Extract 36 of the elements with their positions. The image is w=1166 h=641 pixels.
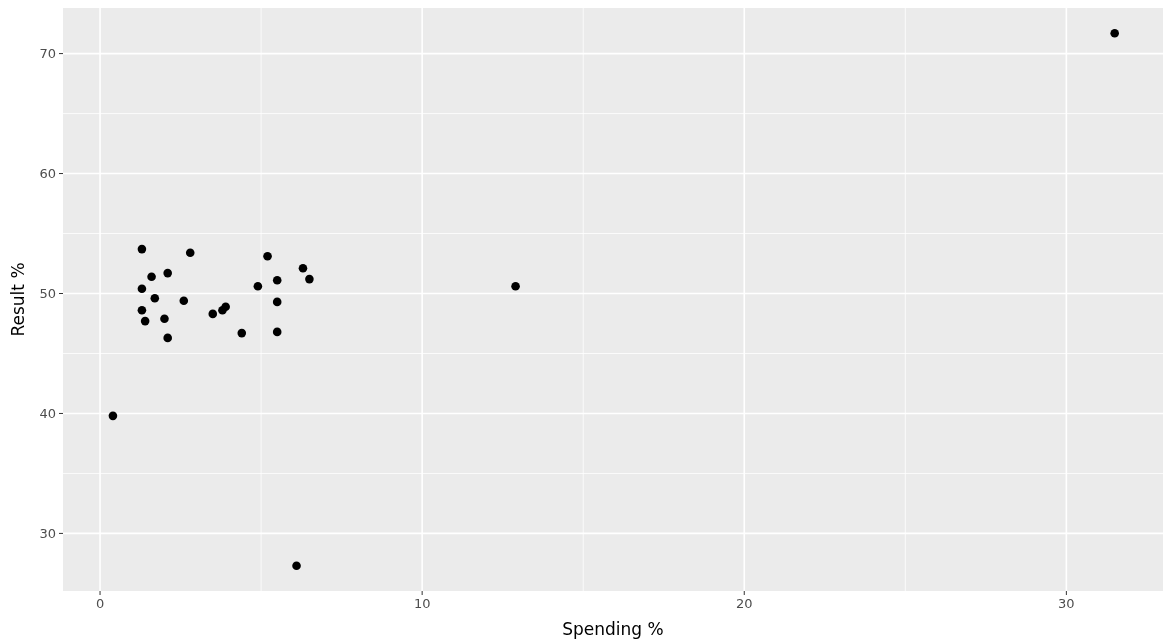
- point: [1110, 28, 1119, 38]
- point: [305, 274, 314, 284]
- point: [150, 294, 160, 303]
- y-tick-label: 40: [39, 406, 56, 422]
- point: [511, 282, 520, 291]
- point: [147, 272, 156, 282]
- point: [140, 316, 150, 326]
- x-tick-label: 0: [95, 596, 105, 611]
- point: [163, 268, 172, 278]
- x-tick-label: 10: [413, 596, 431, 611]
- y-tick-label: 70: [39, 46, 56, 62]
- y-tick-label: 60: [39, 166, 56, 182]
- x-axis-title: Spending %: [562, 619, 664, 639]
- point: [263, 252, 272, 261]
- x-tick-label: 30: [1058, 596, 1075, 611]
- point: [208, 309, 218, 319]
- point: [137, 306, 147, 315]
- point: [218, 306, 227, 315]
- point: [163, 333, 172, 343]
- point: [253, 282, 263, 291]
- point: [185, 248, 195, 258]
- point: [272, 297, 282, 307]
- point: [179, 296, 189, 305]
- y-tick-label: 50: [39, 286, 56, 302]
- y-axis-title: Result %: [8, 262, 28, 337]
- point: [237, 328, 247, 338]
- point: [298, 264, 308, 273]
- point: [272, 276, 282, 285]
- y-tick-label: 30: [39, 525, 56, 541]
- point: [160, 314, 169, 323]
- point: [292, 561, 301, 571]
- point: [108, 411, 118, 421]
- point: [272, 327, 282, 337]
- x-tick-label: 20: [735, 596, 753, 611]
- point: [137, 244, 147, 254]
- point: [137, 284, 147, 293]
